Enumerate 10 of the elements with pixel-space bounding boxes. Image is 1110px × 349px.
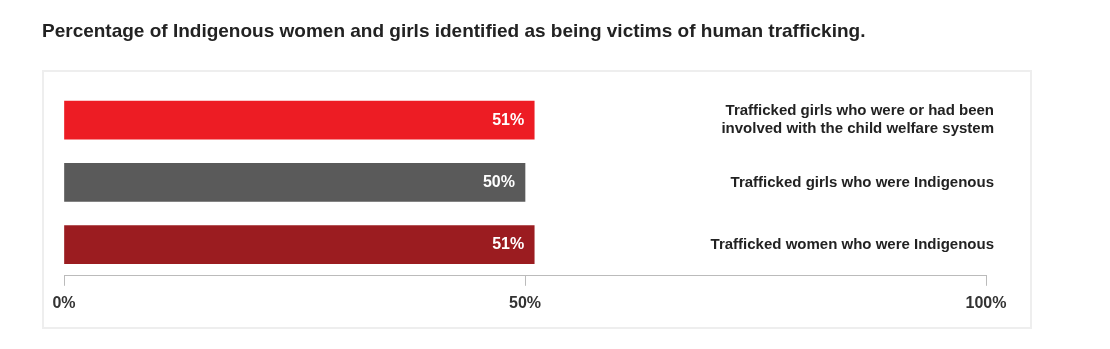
y-tick-label: Trafficked girls who were Indigenous [730,172,994,190]
y-tick-label: Trafficked women who were Indigenous [710,234,994,252]
x-tick-label: 100% [965,293,1007,311]
data-label: 51% [492,110,525,128]
data-label: 50% [482,172,515,190]
chart-title: Percentage of Indigenous women and girls identified as being victims of human trafficking. [42,20,866,42]
x-tick-label: 50% [508,293,542,311]
data-label: 51% [492,235,525,253]
y-tick-label: Trafficked girls who were or had been involved with the child welfare system [721,101,994,137]
x-tick-label: 0% [52,293,76,311]
